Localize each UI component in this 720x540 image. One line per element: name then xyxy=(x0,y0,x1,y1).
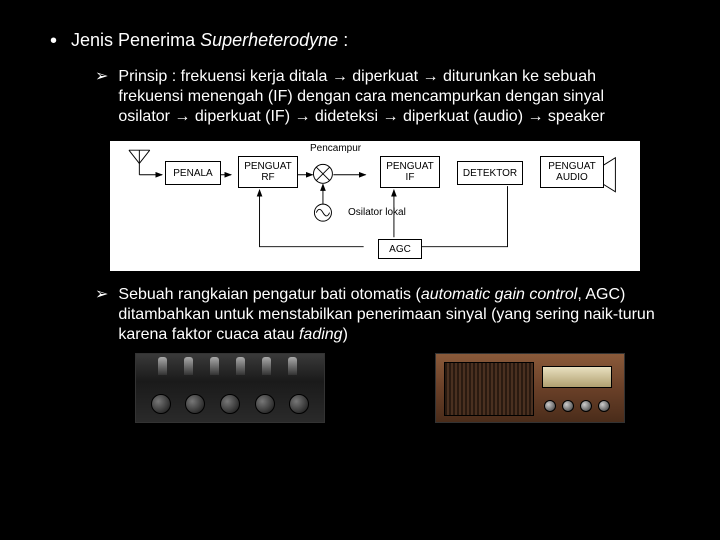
block-diagram: PENALA PENGUATRF PENGUATIF DETEKTOR PENG… xyxy=(110,141,640,271)
wire-agc-in xyxy=(405,186,507,247)
block-agc: AGC xyxy=(378,239,422,259)
arrow-icon xyxy=(95,285,108,305)
label-pencampur: Pencampur xyxy=(310,143,361,154)
mixer-icon xyxy=(313,164,332,183)
photo-row xyxy=(135,353,680,423)
portable-radio-photo xyxy=(435,353,625,423)
agc-p1: Sebuah rangkaian pengatur bati otomatis … xyxy=(118,286,420,303)
block-penguat-rf: PENGUATRF xyxy=(238,156,298,188)
sub-bullet-principle: Prinsip : frekuensi kerja ditala → diper… xyxy=(95,67,660,127)
principle-text: Prinsip : frekuensi kerja ditala → diper… xyxy=(118,67,660,127)
tube-radio-photo xyxy=(135,353,325,423)
agc-p3: ) xyxy=(343,326,348,343)
title-emph: Superheterodyne xyxy=(200,30,338,50)
block-penguat-audio: PENGUATAUDIO xyxy=(540,156,604,188)
agc-text: Sebuah rangkaian pengatur bati otomatis … xyxy=(118,285,660,345)
title-bullet: Jenis Penerima Superheterodyne : xyxy=(50,30,680,53)
sub-bullet-agc: Sebuah rangkaian pengatur bati otomatis … xyxy=(95,285,660,345)
block-detektor: DETEKTOR xyxy=(457,161,523,185)
block-penguat-if: PENGUATIF xyxy=(380,156,440,188)
block-penala: PENALA xyxy=(165,161,221,185)
oscillator-icon xyxy=(314,204,331,221)
bullet-dot-icon xyxy=(50,30,57,53)
title-suffix: : xyxy=(338,30,348,50)
title-prefix: Jenis Penerima xyxy=(71,30,200,50)
speaker-grille xyxy=(444,362,534,416)
title-text: Jenis Penerima Superheterodyne : xyxy=(71,30,348,51)
wire-agc-rf xyxy=(260,190,364,247)
agc-it1: automatic gain control xyxy=(421,286,578,303)
agc-it2: fading xyxy=(299,326,343,343)
arrow-icon xyxy=(95,67,108,87)
label-osilator: Osilator lokal xyxy=(348,207,406,218)
antenna-icon xyxy=(129,150,150,175)
tuning-dial xyxy=(542,366,612,388)
